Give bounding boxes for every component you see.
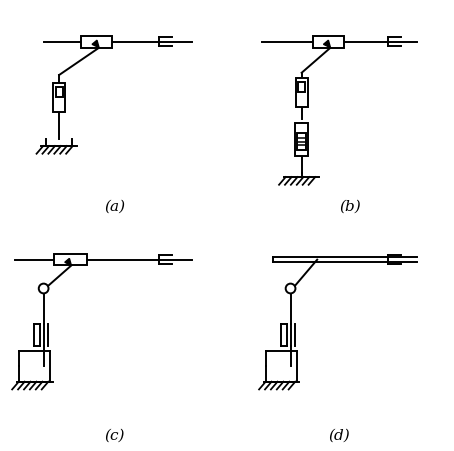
Circle shape	[286, 284, 296, 294]
Polygon shape	[92, 41, 99, 49]
Bar	[56, 87, 63, 97]
Circle shape	[39, 284, 49, 294]
Bar	[295, 124, 308, 156]
Text: (d): (d)	[329, 428, 350, 442]
Bar	[298, 83, 305, 93]
Bar	[54, 254, 87, 266]
Polygon shape	[324, 41, 331, 49]
Text: (c): (c)	[104, 428, 125, 442]
Text: (a): (a)	[104, 199, 125, 213]
Bar	[53, 83, 65, 112]
Text: (b): (b)	[340, 199, 361, 213]
Polygon shape	[65, 259, 71, 266]
Bar	[81, 37, 113, 49]
Bar	[297, 133, 306, 151]
Bar	[296, 79, 308, 108]
Bar	[313, 37, 344, 49]
